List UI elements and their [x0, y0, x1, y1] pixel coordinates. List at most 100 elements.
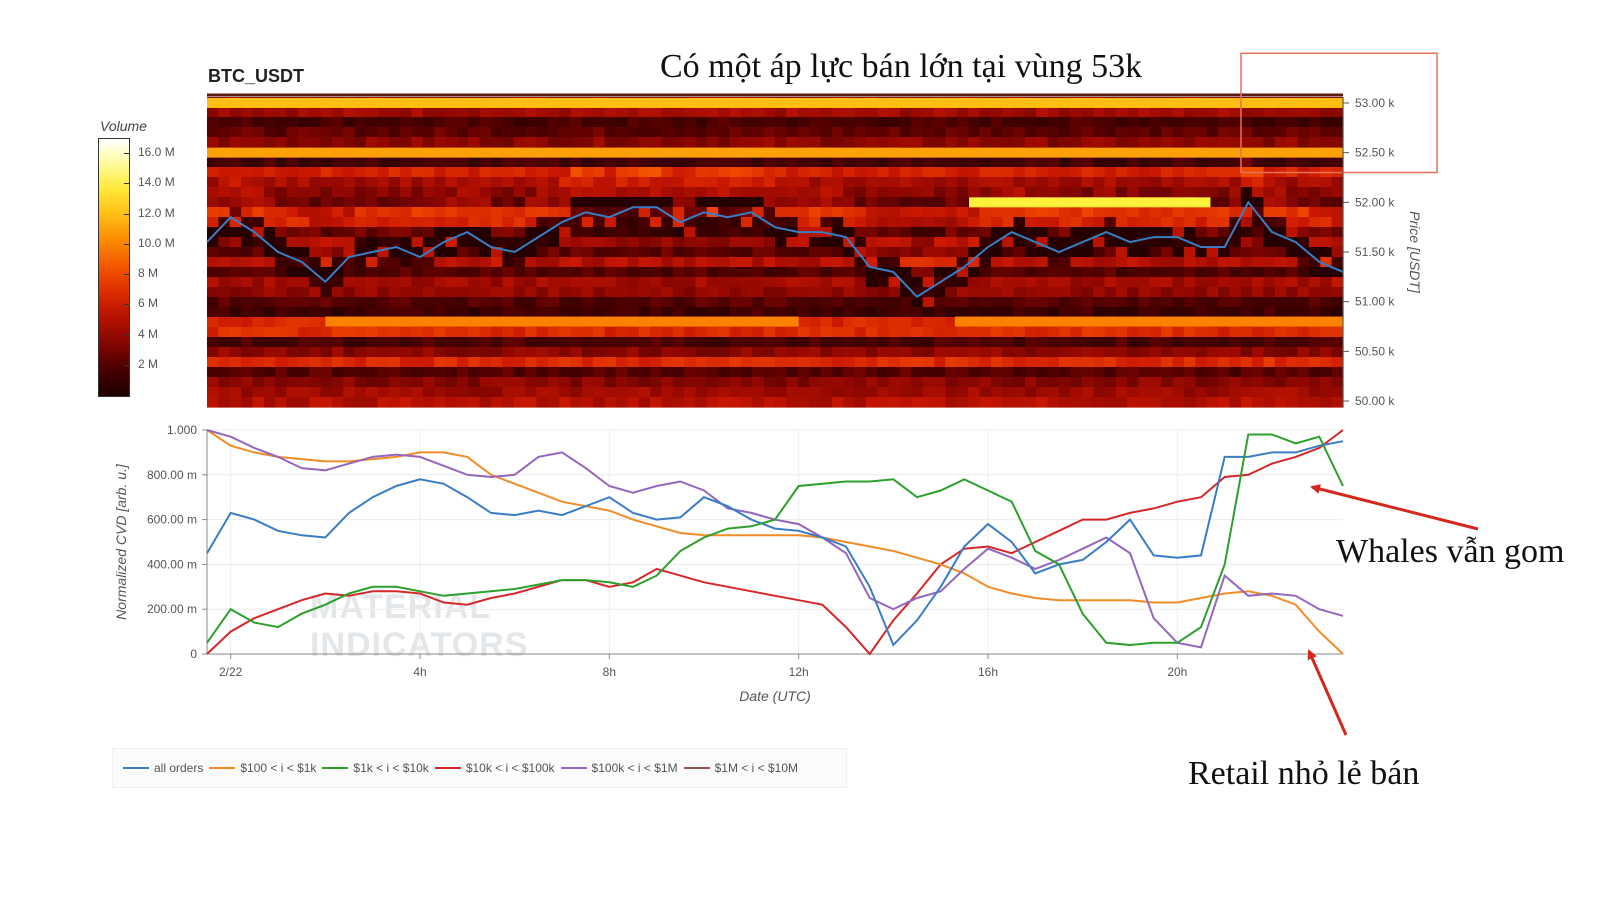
heatmap-cell [297, 257, 310, 268]
legend-item[interactable]: all orders [123, 761, 203, 775]
heatmap-cell [911, 187, 924, 198]
heatmap-cell [627, 217, 640, 228]
heatmap-cell [263, 107, 276, 118]
heatmap-cell [888, 297, 901, 308]
heatmap-cell [252, 337, 265, 348]
heatmap-cell [354, 167, 367, 178]
heatmap-cell [354, 207, 367, 218]
heatmap-cell [615, 217, 628, 228]
heatmap-cell [1002, 107, 1015, 118]
heatmap-cell [354, 217, 367, 228]
heatmap-cell [1002, 257, 1015, 268]
heatmap-cell [1195, 187, 1208, 198]
heatmap-cell [468, 227, 481, 238]
heatmap-cell [1115, 367, 1128, 378]
heatmap-cell [820, 107, 833, 118]
heatmap-cell [547, 227, 560, 238]
heatmap-cell [229, 327, 242, 338]
heatmap-cell [1036, 277, 1049, 288]
heatmap-cell [1161, 337, 1174, 348]
heatmap-cell [672, 307, 685, 318]
heatmap-cell [354, 357, 367, 368]
heatmap-cell [1206, 307, 1219, 318]
heatmap-cell [1183, 207, 1196, 218]
heatmap-cell [241, 107, 254, 118]
heatmap-cell [581, 397, 594, 408]
legend-item[interactable]: $1k < i < $10k [322, 761, 429, 775]
heatmap-cell [1308, 257, 1321, 268]
heatmap-cell [275, 207, 288, 218]
legend-item[interactable]: $100k < i < $1M [560, 761, 678, 775]
heatmap-cell [400, 277, 413, 288]
heatmap-cell [468, 137, 481, 148]
heatmap-cell [706, 257, 719, 268]
heatmap-cell [1161, 177, 1174, 188]
heatmap-cell [1036, 117, 1049, 128]
heatmap-cell [1183, 307, 1196, 318]
heatmap-cell [979, 277, 992, 288]
heatmap-cell [877, 117, 890, 128]
heatmap-cell [491, 137, 503, 148]
heatmap-cell [491, 217, 503, 228]
heatmap-cell [434, 207, 447, 218]
heatmap-cell [820, 317, 833, 328]
legend-item[interactable]: $1M < i < $10M [683, 761, 798, 775]
heatmap-cell [956, 367, 969, 378]
heatmap-cell [366, 197, 378, 208]
heatmap-cell [1297, 277, 1310, 288]
heatmap-cell [456, 307, 469, 318]
heatmap-cell [1149, 257, 1162, 268]
heatmap-cell [207, 227, 219, 238]
heatmap-cell [786, 167, 799, 178]
heatmap-cell [661, 327, 674, 338]
heatmap-cell [1206, 157, 1219, 168]
heatmap-cell [661, 337, 674, 348]
heatmap-cell [377, 197, 390, 208]
heatmap-cell [922, 327, 935, 338]
heatmap-cell [241, 117, 254, 128]
heatmap-cell [854, 187, 867, 198]
heatmap-cell [366, 257, 378, 268]
heatmap-cell [899, 257, 912, 268]
legend-item[interactable]: $100 < i < $1k [209, 761, 316, 775]
heatmap-cell [854, 267, 867, 278]
heatmap-cell [1047, 127, 1060, 138]
heatmap-cell [388, 197, 401, 208]
legend-item[interactable]: $10k < i < $100k [434, 761, 555, 775]
heatmap-cell [400, 127, 413, 138]
heatmap-cell [252, 117, 265, 128]
heatmap-cell [547, 157, 560, 168]
heatmap-cell [502, 287, 515, 298]
heatmap-cell [1240, 397, 1253, 408]
heatmap-cell [502, 297, 515, 308]
heatmap-cell [1024, 397, 1037, 408]
heatmap-cell [218, 217, 231, 228]
heatmap-cell [934, 357, 946, 368]
heatmap-cell [286, 107, 299, 118]
heatmap-cell [911, 217, 924, 228]
heatmap-cell [956, 337, 969, 348]
heatmap-cell [797, 397, 810, 408]
heatmap-cell [865, 237, 878, 248]
heatmap-cell [604, 377, 617, 388]
heatmap-cell [1252, 207, 1265, 218]
heatmap-cell [434, 187, 447, 198]
heatmap-cell [1308, 347, 1321, 358]
heatmap-cell [1172, 327, 1185, 338]
heatmap-cell [1195, 167, 1208, 178]
heatmap-cell [593, 117, 606, 128]
heatmap-cell [1286, 227, 1299, 238]
heatmap-cell [309, 247, 322, 258]
heatmap-cell [1195, 157, 1208, 168]
heatmap-cell [1274, 177, 1287, 188]
heatmap-cell [479, 217, 492, 228]
heatmap-cell [968, 207, 981, 218]
heatmap-cell [627, 297, 640, 308]
heatmap-cell [241, 327, 254, 338]
colorbar-tick [124, 213, 130, 215]
heatmap-cell [854, 107, 867, 118]
heatmap-cell [661, 297, 674, 308]
heatmap-cell [718, 197, 731, 208]
heatmap-cell [1013, 137, 1026, 148]
heatmap-cell [456, 107, 469, 118]
